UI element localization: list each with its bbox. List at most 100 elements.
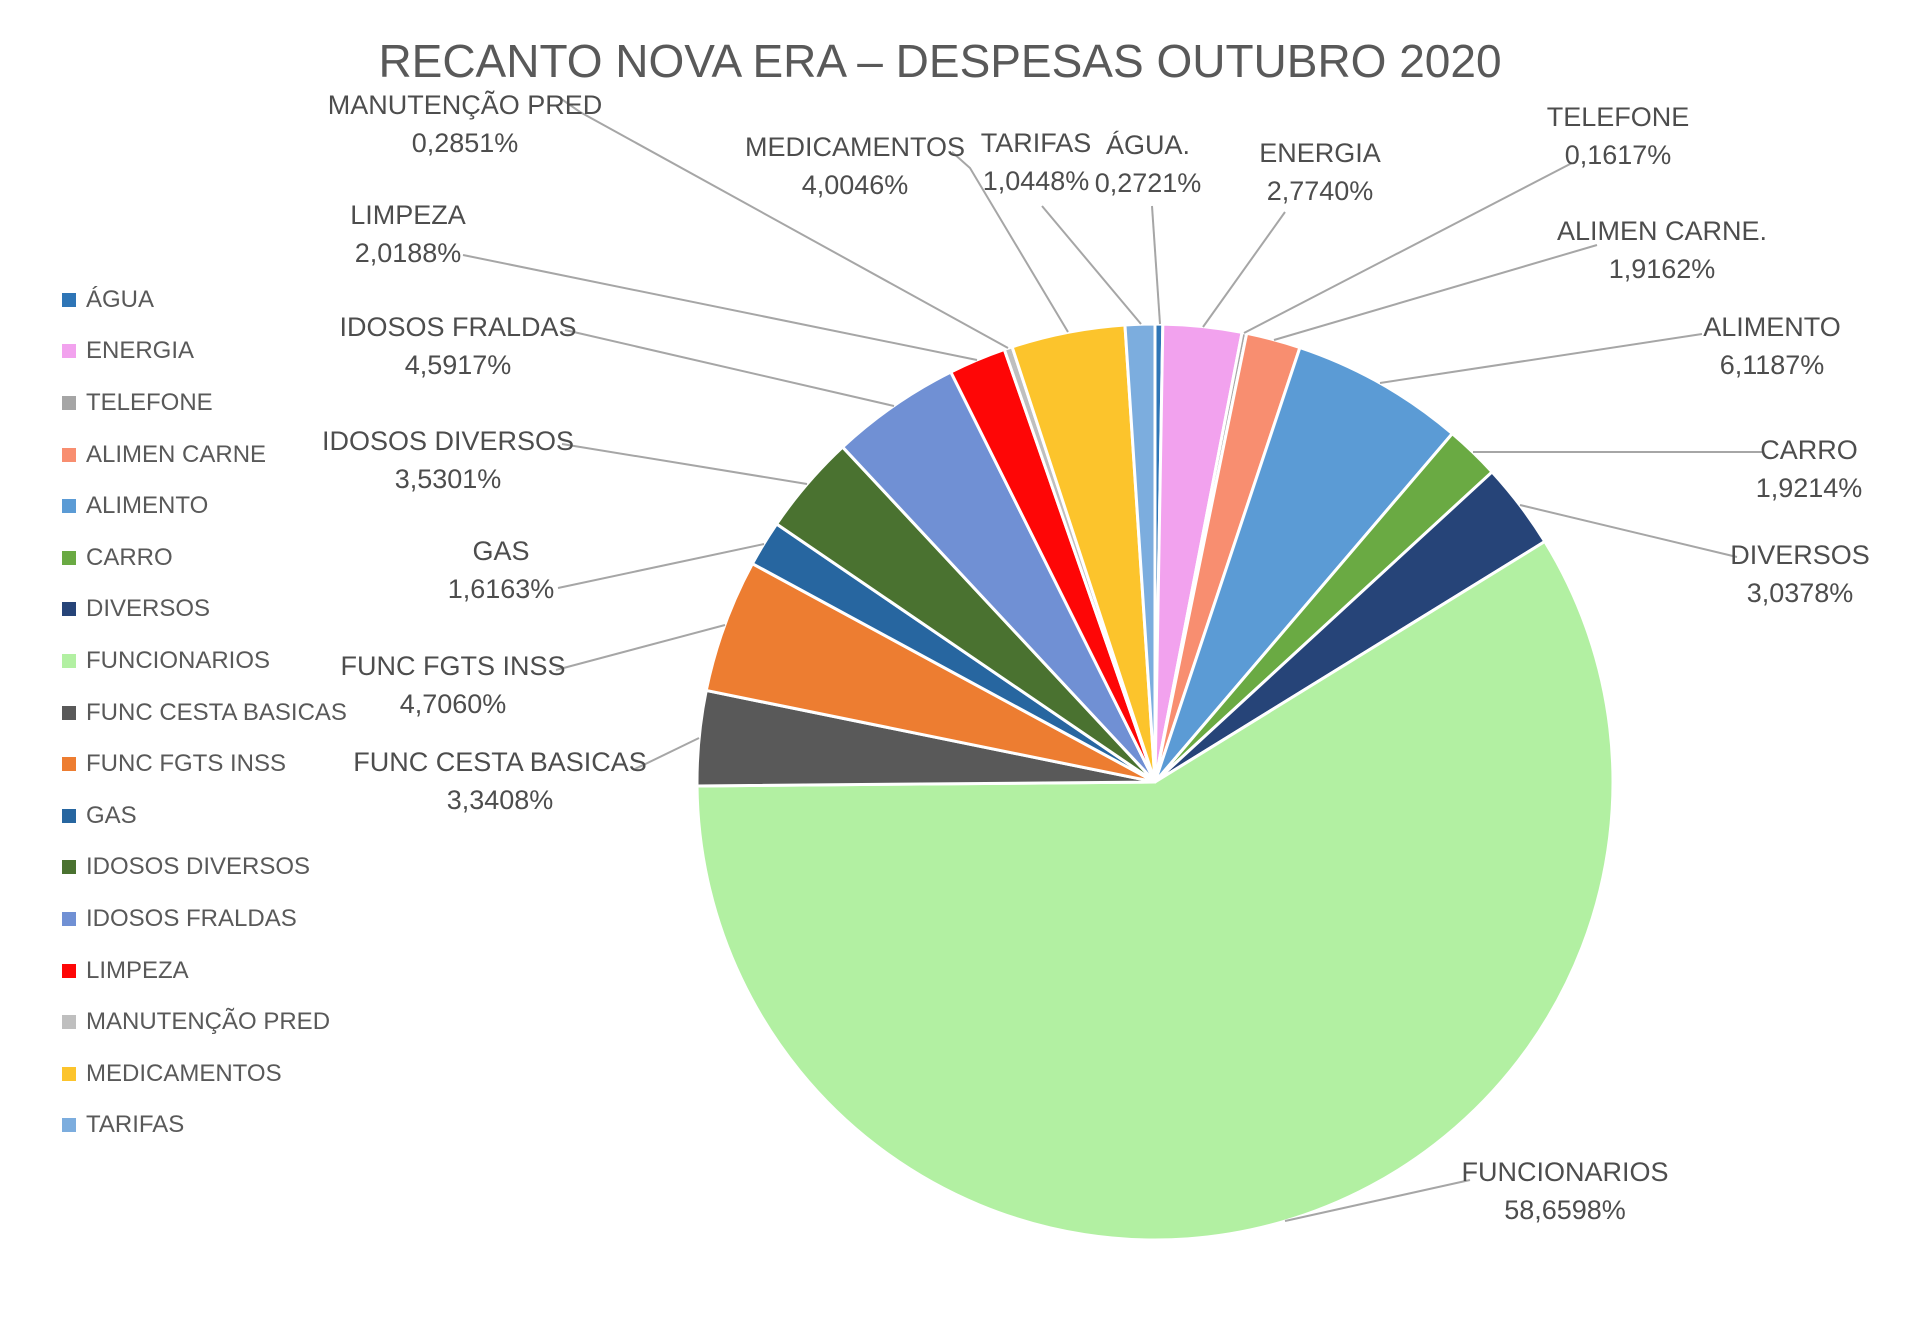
legend-swatch-idosos-fraldas: [62, 911, 76, 926]
legend-swatch-carro: [62, 550, 76, 565]
callout-category: CARRO: [1760, 435, 1858, 465]
legend-item-diversos: DIVERSOS: [62, 584, 347, 636]
callout-agua: ÁGUA. 0,2721%: [1095, 126, 1202, 202]
legend-label: TELEFONE: [86, 388, 213, 416]
callout-tarifas: TARIFAS 1,0448%: [981, 124, 1092, 200]
leader-line-limpeza: [462, 254, 978, 361]
legend-item-tarifas: TARIFAS: [62, 1100, 347, 1152]
callout-value: 0,2851%: [411, 128, 519, 158]
callout-value: 1,6163%: [447, 574, 555, 604]
legend-item-alimento: ALIMENTO: [62, 480, 347, 532]
legend-label: FUNC CESTA BASICAS: [86, 698, 347, 726]
legend-label: MEDICAMENTOS: [86, 1059, 282, 1087]
leader-line-manutencao-pred: [559, 97, 1009, 349]
leader-line-func-fgts-inss: [555, 624, 726, 671]
legend-item-manutencao-pred: MANUTENÇÃO PRED: [62, 996, 347, 1048]
callout-value: 3,3408%: [446, 785, 554, 815]
callout-value: 4,5917%: [404, 350, 512, 380]
callout-category: FUNC FGTS INSS: [340, 651, 566, 681]
legend-item-limpeza: LIMPEZA: [62, 945, 347, 997]
callout-category: DIVERSOS: [1730, 540, 1870, 570]
legend-swatch-alimen-carne: [62, 447, 76, 462]
callout-category: ALIMENTO: [1703, 312, 1841, 342]
callout-category: TARIFAS: [980, 128, 1092, 158]
legend-item-funcionarios: FUNCIONARIOS: [62, 635, 347, 687]
legend-item-func-fgts-inss: FUNC FGTS INSS: [62, 738, 347, 790]
legend-label: LIMPEZA: [86, 956, 189, 984]
callout-idosos-diversos: IDOSOS DIVERSOS 3,5301%: [322, 422, 574, 498]
callout-category: MEDICAMENTOS: [744, 132, 966, 162]
callout-diversos: DIVERSOS 3,0378%: [1730, 536, 1870, 612]
legend-item-func-cesta-basicas: FUNC CESTA BASICAS: [62, 687, 347, 739]
legend-swatch-limpeza: [62, 963, 76, 978]
legend-label: ENERGIA: [86, 337, 195, 365]
leader-line-funcionarios: [1284, 1179, 1471, 1222]
callout-carro: CARRO 1,9214%: [1756, 431, 1863, 507]
callout-manutencao-pred: MANUTENÇÃO PRED 0,2851%: [328, 86, 603, 162]
leader-line-idosos-fraldas: [564, 329, 895, 407]
legend-swatch-energia: [62, 344, 76, 359]
legend-item-idosos-fraldas: IDOSOS FRALDAS: [62, 893, 347, 945]
legend-item-agua: ÁGUA: [62, 274, 347, 326]
callout-idosos-fraldas: IDOSOS FRALDAS 4,5917%: [339, 308, 576, 384]
leader-line-energia: [1202, 211, 1286, 328]
callout-func-fgts-inss: FUNC FGTS INSS 4,7060%: [340, 647, 565, 723]
legend-item-idosos-diversos: IDOSOS DIVERSOS: [62, 842, 347, 894]
callout-category: IDOSOS DIVERSOS: [321, 426, 575, 456]
callout-category: ENERGIA: [1259, 138, 1381, 168]
callout-limpeza: LIMPEZA 2,0188%: [350, 196, 466, 272]
callout-category: LIMPEZA: [350, 200, 466, 230]
legend-label: ALIMEN CARNE: [86, 440, 267, 468]
callout-category: ÁGUA.: [1105, 130, 1191, 160]
legend-label: IDOSOS FRALDAS: [86, 904, 297, 932]
callout-gas: GAS 1,6163%: [448, 532, 555, 608]
legend-label: GAS: [86, 801, 137, 829]
chart-title: RECANTO NOVA ERA – DESPESAS OUTUBRO 2020: [378, 35, 1502, 87]
legend-item-carro: CARRO: [62, 532, 347, 584]
leader-line-medicamentos: [951, 151, 1069, 333]
callout-value: 4,0046%: [801, 170, 909, 200]
callout-func-cesta-basicas: FUNC CESTA BASICAS 3,3408%: [353, 743, 647, 819]
leader-line-idosos-diversos: [561, 443, 808, 485]
leader-line-gas: [557, 543, 765, 589]
callout-category: GAS: [472, 536, 530, 566]
callout-funcionarios: FUNCIONARIOS 58,6598%: [1461, 1153, 1668, 1229]
callout-value: 58,6598%: [1504, 1195, 1626, 1225]
legend-swatch-func-fgts-inss: [62, 757, 76, 772]
legend-label: ÁGUA: [86, 285, 155, 313]
callout-alimento: ALIMENTO 6,1187%: [1703, 308, 1841, 384]
legend-label: MANUTENÇÃO PRED: [86, 1008, 331, 1036]
legend-swatch-idosos-diversos: [62, 860, 76, 875]
callout-value: 3,5301%: [394, 464, 502, 494]
callout-alimen-carne: ALIMEN CARNE. 1,9162%: [1557, 212, 1767, 288]
callout-value: 1,9214%: [1755, 473, 1863, 503]
callout-value: 6,1187%: [1719, 350, 1825, 380]
legend-swatch-medicamentos: [62, 1066, 76, 1081]
legend-item-gas: GAS: [62, 790, 347, 842]
legend-swatch-alimento: [62, 499, 76, 514]
callout-category: MANUTENÇÃO PRED: [327, 90, 603, 120]
callout-value: 2,7740%: [1266, 176, 1374, 206]
legend-item-alimen-carne: ALIMEN CARNE: [62, 429, 347, 481]
callout-value: 1,0448%: [982, 166, 1090, 196]
legend-swatch-tarifas: [62, 1118, 76, 1133]
leader-line-diversos: [1519, 504, 1738, 558]
legend-label: DIVERSOS: [86, 595, 211, 623]
callout-value: 3,0378%: [1746, 578, 1854, 608]
legend-swatch-agua: [62, 292, 76, 307]
legend-item-energia: ENERGIA: [62, 326, 347, 378]
leader-line-tarifas: [1041, 205, 1142, 325]
legend-label: FUNCIONARIOS: [86, 646, 271, 674]
legend-swatch-manutencao-pred: [62, 1015, 76, 1030]
legend-swatch-funcionarios: [62, 653, 76, 668]
legend-label: TARIFAS: [86, 1111, 185, 1139]
legend-swatch-func-cesta-basicas: [62, 705, 76, 720]
callout-medicamentos: MEDICAMENTOS 4,0046%: [745, 128, 965, 204]
callout-category: FUNC CESTA BASICAS: [353, 747, 647, 777]
legend: ÁGUA ENERGIA TELEFONE ALIMEN CARNE ALIMENTO C…: [62, 274, 347, 1151]
callout-value: 0,2721%: [1094, 168, 1202, 198]
legend-swatch-diversos: [62, 602, 76, 617]
callout-category: TELEFONE: [1546, 102, 1690, 132]
